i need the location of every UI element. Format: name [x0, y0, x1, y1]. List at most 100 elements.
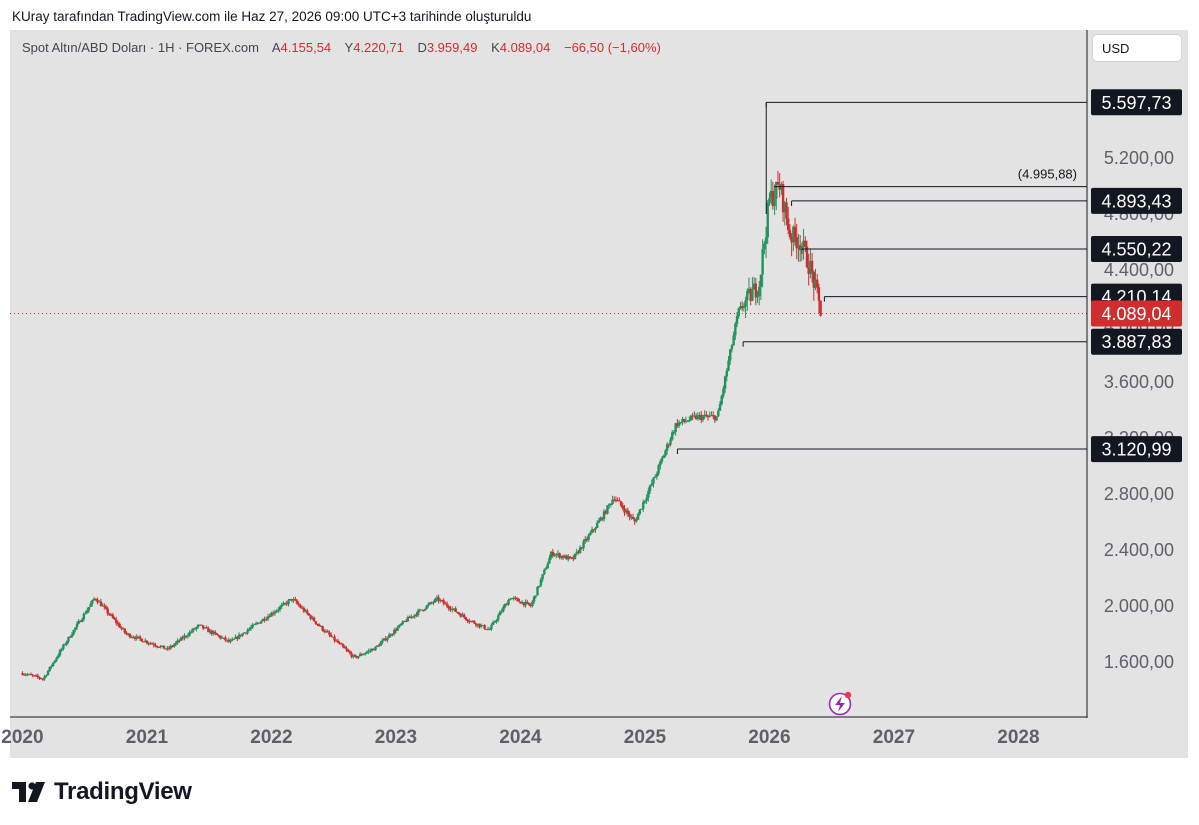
candle-body: [75, 623, 79, 628]
candle-body: [461, 614, 464, 617]
candle-body: [285, 603, 288, 605]
currency-button[interactable]: USD: [1092, 34, 1182, 62]
candle-body: [224, 637, 227, 641]
price-axis-label: 4.400,00: [1104, 260, 1174, 280]
candle-body: [749, 288, 752, 301]
candle-body: [89, 603, 92, 607]
candle-body: [60, 648, 63, 651]
candle-body: [174, 642, 178, 645]
time-axis[interactable]: 2020 2021 2022 2023 2024 2025 2026 2027 2028: [1, 727, 1039, 748]
candle-body: [676, 423, 679, 427]
candle-body: [795, 236, 798, 249]
tradingview-logo[interactable]: TradingView: [12, 778, 192, 806]
candle-body: [239, 634, 242, 636]
candle-body: [739, 306, 742, 309]
candle-body: [203, 627, 207, 629]
time-axis-label: 2021: [126, 727, 169, 748]
level-price-tag: [1091, 187, 1182, 214]
candle-body: [435, 597, 439, 600]
candle-body: [265, 618, 268, 621]
candle-body: [79, 620, 82, 622]
candle-body: [734, 323, 737, 336]
candle-body: [314, 621, 317, 624]
candle-body: [48, 666, 51, 671]
candle-body: [370, 648, 374, 651]
candle-body: [536, 586, 539, 596]
price-axis[interactable]: 1.600,002.000,002.400,002.800,003.200,00…: [1104, 148, 1174, 672]
price-axis-label: 1.600,00: [1104, 652, 1174, 672]
candle-body: [546, 563, 549, 569]
candle-body: [798, 245, 802, 251]
candle-body: [618, 500, 621, 502]
candle-body: [485, 628, 488, 630]
tradingview-logo-icon: [12, 782, 45, 802]
candle-body: [662, 455, 665, 459]
time-axis-label: 2025: [624, 727, 667, 748]
candle-body: [263, 618, 266, 621]
bolt-icon[interactable]: [828, 691, 852, 716]
candle-body: [268, 616, 271, 618]
candle-body: [423, 609, 427, 611]
candle-body: [87, 606, 91, 611]
candle-body: [290, 598, 294, 601]
candle-body: [260, 621, 263, 624]
candle-body: [628, 513, 631, 517]
candle-body: [326, 631, 329, 633]
candle-body: [176, 640, 179, 643]
level-price-tag: [1091, 436, 1182, 463]
candle-body: [31, 674, 34, 676]
candle-body: [626, 510, 630, 514]
candle-body: [222, 637, 225, 639]
candle-body: [619, 501, 623, 506]
candle-body: [703, 414, 706, 417]
candle-body: [86, 610, 89, 614]
candle-body: [391, 633, 394, 636]
candle-body: [96, 599, 99, 603]
candle-body: [220, 637, 224, 639]
candle-body: [307, 613, 311, 616]
chart-area[interactable]: [10, 30, 1188, 758]
candle-body: [440, 600, 444, 602]
candle-body: [22, 674, 26, 676]
candle-body: [602, 511, 606, 520]
candle-body: [362, 654, 365, 656]
candle-body: [454, 608, 457, 612]
level-price-label: 3.887,83: [1101, 332, 1171, 352]
candle-body: [155, 646, 159, 648]
candle-body: [67, 636, 70, 642]
candle-body: [788, 230, 792, 237]
candle-body: [38, 677, 41, 679]
symbol-legend[interactable]: Spot Altın/ABD Doları · 1H · FOREX.com A…: [22, 40, 671, 55]
candle-body: [747, 288, 751, 292]
candle-body: [659, 461, 662, 466]
candle-body: [647, 491, 650, 498]
candle-body: [157, 646, 161, 648]
levels-layer[interactable]: (4.995,88): [676, 101, 1087, 455]
candle-body: [640, 508, 643, 510]
candle-body: [205, 627, 208, 629]
candle-body: [375, 645, 379, 647]
candle-body: [664, 450, 667, 456]
candle-body: [561, 555, 565, 558]
candle-body: [483, 625, 486, 629]
candle-body: [819, 300, 822, 316]
candle-body: [304, 610, 307, 612]
candle-body: [800, 247, 804, 251]
candle-body: [145, 640, 149, 644]
candle-body: [567, 556, 570, 560]
candle-body: [633, 519, 636, 522]
candle-body: [544, 568, 548, 570]
candle-body: [614, 499, 618, 501]
level-annotation: (4.995,88): [1018, 167, 1077, 182]
symbol-name[interactable]: Spot Altın/ABD Doları · 1H · FOREX.com: [22, 40, 259, 55]
candle-body: [184, 635, 188, 637]
candle-body: [693, 415, 696, 417]
price-axis-label: 2.800,00: [1104, 484, 1174, 504]
candle-body: [159, 646, 162, 648]
candle-body: [638, 509, 642, 514]
candle-body: [512, 597, 515, 599]
candle-body: [104, 606, 108, 609]
candle-body: [609, 504, 613, 505]
candle-body: [340, 643, 343, 645]
candle-body: [522, 602, 526, 606]
